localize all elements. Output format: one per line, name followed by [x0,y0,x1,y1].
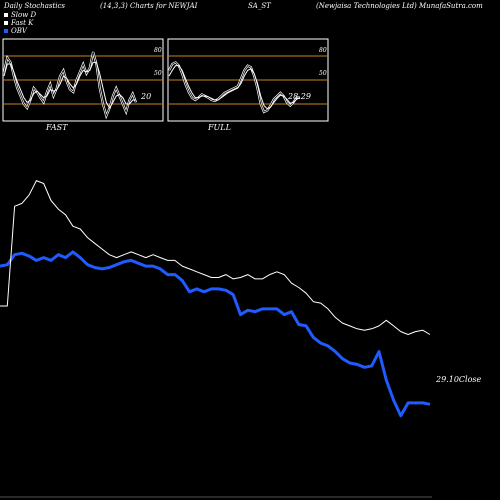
full-panel-title: FULL [207,123,231,132]
full-last-value: 28.29 [287,92,311,101]
full-tick-50: 50 [319,70,327,77]
close-value-label: 29.10Close [435,375,482,384]
fast-tick-80: 80 [154,47,162,54]
fast-last-value: 20 [140,92,151,101]
header-middle: (14,3,3) Charts for NEWJAI [100,2,198,10]
legend-label-obv: OBV [11,27,28,35]
full-tick-80: 80 [319,47,327,54]
legend-swatch-obv [4,29,8,33]
legend: Slow D Fast K OBV [4,11,36,35]
legend-swatch-fast-k [4,21,8,25]
fast-slow-d-line [3,61,136,109]
obv-line [0,250,431,418]
legend-swatch-slow-d [4,13,8,17]
legend-label-fast-k: Fast K [10,19,34,27]
header-symbol: SA_ST [248,2,272,10]
fast-fast-k-line-core [3,51,137,118]
full-stochastic-panel: 80 50 28.29 FULL [167,38,329,132]
legend-label-slow-d: Slow D [11,11,36,19]
fast-panel-title: FAST [45,123,68,132]
fast-stochastic-panel: 80 50 20 FAST [2,38,164,132]
full-slow-d-line [168,65,301,110]
fast-tick-50: 50 [154,70,162,77]
main-price-obv-panel: 29.10Close [0,180,482,498]
full-fast-k-line-core [168,61,300,113]
header-right: (Newjaisa Technologies Ltd) MunafaSutra.… [316,2,483,10]
header-left: Daily Stochastics [3,2,65,10]
close-price-line [0,180,431,335]
